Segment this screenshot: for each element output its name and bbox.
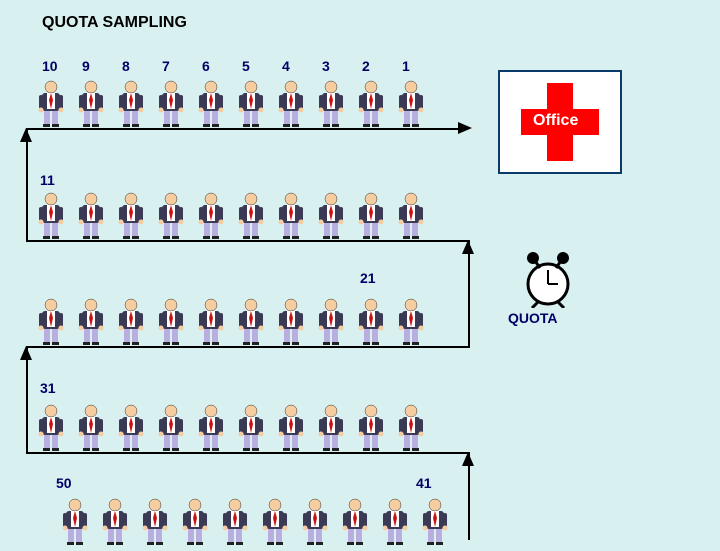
number-label: 4 [282,58,290,74]
person-icon [76,298,106,346]
person-icon [156,80,186,128]
person-icon [116,192,146,240]
clock-icon [520,248,576,313]
person-icon [236,80,266,128]
person-icon [76,192,106,240]
person-icon [340,498,370,546]
number-label-31: 31 [40,380,56,396]
person-icon [116,80,146,128]
number-label: 2 [362,58,370,74]
person-icon [236,298,266,346]
person-icon [356,80,386,128]
person-icon [396,80,426,128]
path-line [26,240,470,242]
person-icon [116,404,146,452]
page-title: QUOTA SAMPLING [42,14,187,32]
person-icon [36,298,66,346]
person-icon [276,192,306,240]
person-icon [276,404,306,452]
path-line [26,128,468,130]
person-icon [36,192,66,240]
person-icon [76,80,106,128]
number-label-50: 50 [56,475,72,491]
person-icon [276,80,306,128]
number-label: 9 [82,58,90,74]
quota-label: QUOTA [508,310,558,326]
person-icon [220,498,250,546]
number-label: 1 [402,58,410,74]
person-icon [316,80,346,128]
person-icon [380,498,410,546]
person-icon [140,498,170,546]
person-icon [196,404,226,452]
number-label: 3 [322,58,330,74]
person-icon [236,192,266,240]
person-icon [396,404,426,452]
person-icon [316,192,346,240]
path-line [468,240,470,346]
person-icon [60,498,90,546]
person-icon [180,498,210,546]
office-box: Office [498,70,622,174]
person-icon [100,498,130,546]
person-icon [196,298,226,346]
arrow-up-icon [462,240,474,254]
person-icon [260,498,290,546]
person-icon [276,298,306,346]
person-icon [156,298,186,346]
arrow-up-icon [20,346,32,360]
person-icon [420,498,450,546]
number-label-41: 41 [416,475,432,491]
person-icon [156,404,186,452]
arrow-up-icon [462,452,474,466]
person-icon [396,298,426,346]
person-icon [236,404,266,452]
person-icon [316,298,346,346]
person-icon [396,192,426,240]
path-line [26,452,470,454]
number-label: 5 [242,58,250,74]
person-icon [196,192,226,240]
person-icon [356,192,386,240]
person-icon [116,298,146,346]
person-icon [36,404,66,452]
person-icon [76,404,106,452]
person-icon [156,192,186,240]
person-icon [356,404,386,452]
number-label-21: 21 [360,270,376,286]
person-icon [356,298,386,346]
path-line [26,128,28,240]
number-label: 7 [162,58,170,74]
person-icon [196,80,226,128]
arrow-up-icon [20,128,32,142]
person-icon [36,80,66,128]
arrow-right-icon [458,122,472,134]
person-icon [300,498,330,546]
number-label: 8 [122,58,130,74]
path-line [26,346,470,348]
number-label: 10 [42,58,58,74]
office-label: Office [531,112,580,130]
path-line [26,346,28,452]
person-icon [316,404,346,452]
number-label: 6 [202,58,210,74]
number-label-11: 11 [40,172,55,188]
